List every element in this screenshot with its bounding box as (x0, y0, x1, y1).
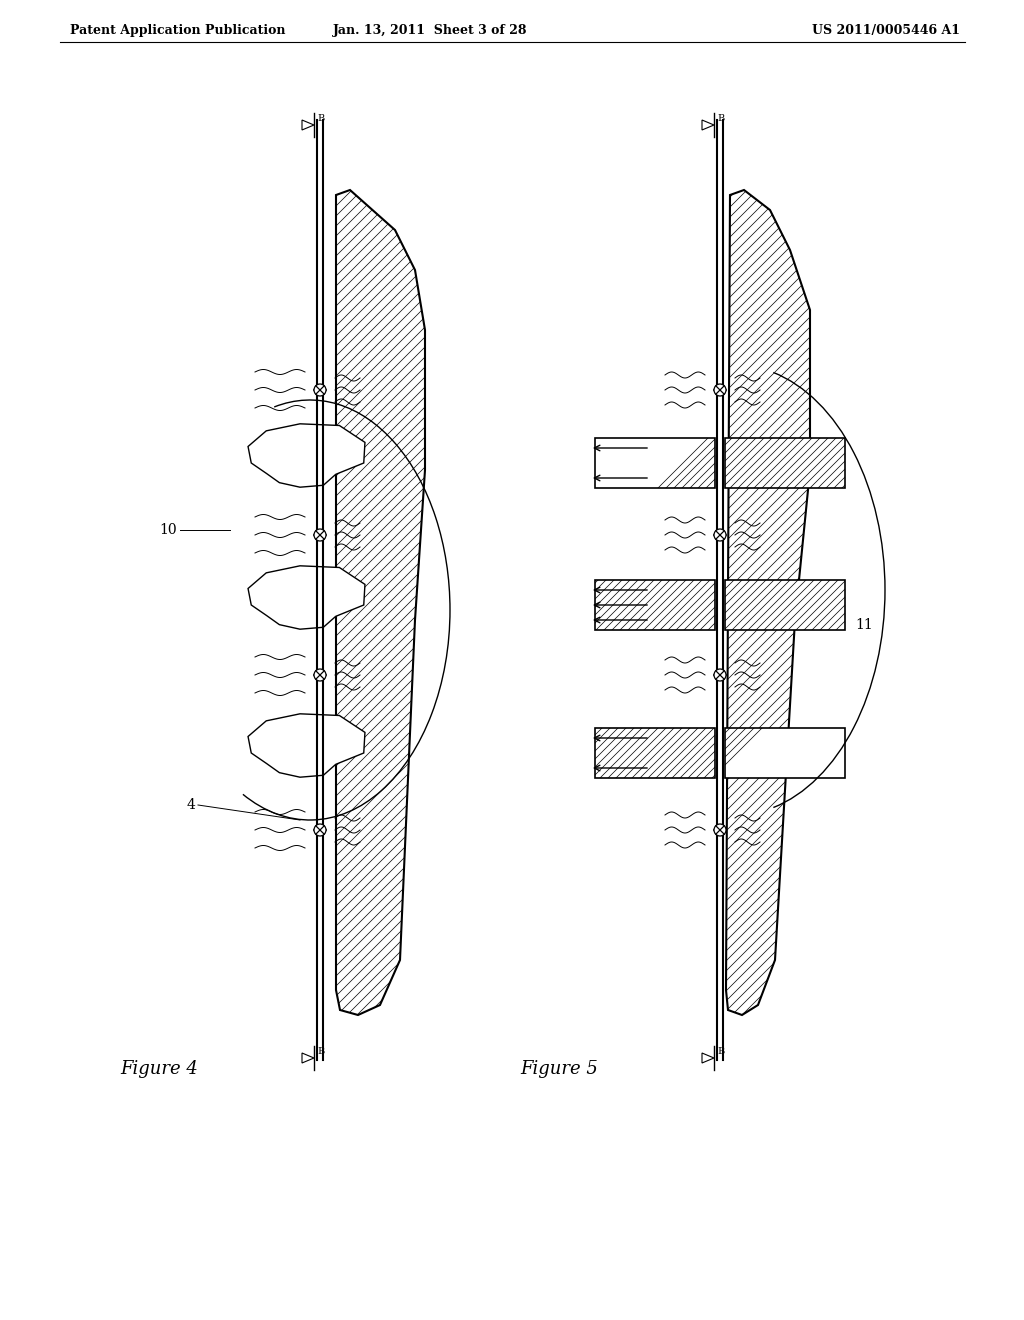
Text: 11: 11 (855, 618, 872, 632)
Circle shape (314, 384, 326, 396)
Text: B: B (717, 114, 724, 123)
Text: B: B (717, 1047, 724, 1056)
Circle shape (714, 384, 726, 396)
Text: Figure 5: Figure 5 (520, 1060, 598, 1078)
Polygon shape (595, 579, 715, 630)
Polygon shape (248, 566, 365, 630)
Polygon shape (248, 714, 365, 777)
Circle shape (714, 529, 726, 541)
Circle shape (714, 669, 726, 681)
Text: Patent Application Publication: Patent Application Publication (70, 24, 286, 37)
Circle shape (714, 824, 726, 836)
Polygon shape (248, 424, 365, 487)
Polygon shape (726, 190, 810, 1015)
Polygon shape (595, 438, 715, 488)
Text: 4: 4 (186, 799, 195, 812)
Text: US 2011/0005446 A1: US 2011/0005446 A1 (812, 24, 961, 37)
Circle shape (314, 529, 326, 541)
Text: B: B (317, 1047, 325, 1056)
Polygon shape (595, 729, 715, 777)
Text: 10: 10 (160, 523, 177, 537)
Polygon shape (336, 190, 425, 1015)
Circle shape (314, 669, 326, 681)
Text: Jan. 13, 2011  Sheet 3 of 28: Jan. 13, 2011 Sheet 3 of 28 (333, 24, 527, 37)
Text: B: B (317, 114, 325, 123)
Polygon shape (725, 729, 845, 777)
Circle shape (314, 824, 326, 836)
Text: Figure 4: Figure 4 (120, 1060, 198, 1078)
Polygon shape (725, 438, 845, 488)
Polygon shape (725, 579, 845, 630)
